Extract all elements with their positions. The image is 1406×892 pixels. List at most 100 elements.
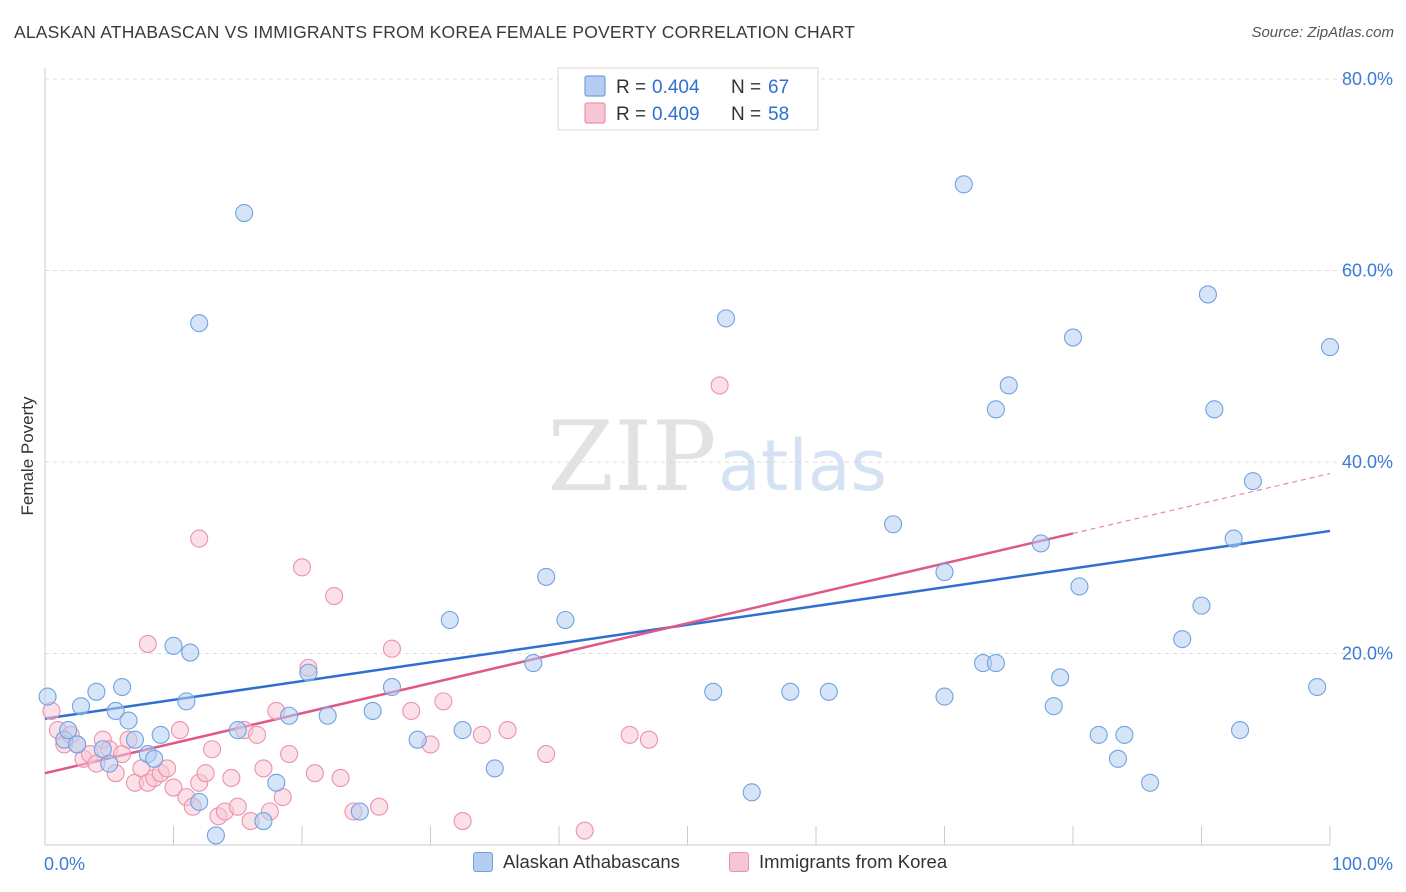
data-point-alaskan-athabascans [363,701,382,721]
legend-item-alaskan-athabascans[interactable]: Alaskan Athabascans [473,851,680,873]
data-point-immigrants-from-korea [402,701,421,721]
data-point-immigrants-from-korea [247,725,267,744]
data-point-alaskan-athabascans [1031,534,1050,553]
data-point-alaskan-athabascans [1192,596,1211,615]
x-tick-label: 100.0% [1332,854,1393,874]
data-point-alaskan-athabascans [151,725,170,744]
data-point-alaskan-athabascans [68,735,87,754]
legend-box: R = 0.404 N = 67 R = 0.409 N = 58 [557,67,819,131]
data-point-alaskan-athabascans [1308,677,1327,697]
data-point-alaskan-athabascans [119,711,138,730]
data-point-alaskan-athabascans [1205,400,1224,419]
data-point-alaskan-athabascans [453,721,472,740]
legend-n-label: N = [731,104,766,125]
data-point-immigrants-from-korea [190,529,209,548]
data-point-alaskan-athabascans [38,687,57,706]
data-point-alaskan-athabascans [318,706,337,725]
data-point-immigrants-from-korea [382,639,402,658]
data-point-alaskan-athabascans [1198,285,1217,304]
data-point-alaskan-athabascans [954,175,973,194]
data-point-alaskan-athabascans [206,826,225,845]
data-point-alaskan-athabascans [71,697,91,716]
data-point-alaskan-athabascans [280,706,299,725]
legend-r-label: R = [616,104,651,125]
watermark-zip: ZIP [547,401,716,513]
data-point-alaskan-athabascans [556,610,575,630]
axes [44,68,1331,846]
data-point-immigrants-from-korea [537,744,556,764]
y-tick-label: 80.0% [1342,69,1393,89]
data-point-alaskan-athabascans [1231,721,1250,740]
legend-n-value: 58 [768,104,789,125]
legend-label: Alaskan Athabascans [503,851,680,872]
data-point-alaskan-athabascans [524,654,543,673]
data-point-alaskan-athabascans [485,759,504,778]
trend-line [44,532,1074,775]
x-tick-label: 0.0% [44,854,85,874]
data-point-alaskan-athabascans [742,783,761,802]
data-point-alaskan-athabascans [177,692,196,711]
data-point-alaskan-athabascans [382,677,402,697]
data-points [38,175,1340,845]
data-point-alaskan-athabascans [935,687,954,706]
data-point-alaskan-athabascans [299,663,318,682]
data-point-alaskan-athabascans [999,376,1018,395]
data-point-alaskan-athabascans [1044,697,1063,716]
data-point-alaskan-athabascans [781,682,800,701]
data-point-alaskan-athabascans [537,567,556,586]
data-point-immigrants-from-korea [228,797,247,816]
data-point-immigrants-from-korea [222,768,241,788]
legend-swatch [729,852,749,872]
legend-n-value: 67 [768,77,789,98]
data-point-immigrants-from-korea [370,797,389,816]
data-point-alaskan-athabascans [267,773,286,792]
data-point-alaskan-athabascans [1051,668,1070,687]
data-point-immigrants-from-korea [203,740,222,759]
data-point-immigrants-from-korea [453,812,472,831]
data-point-alaskan-athabascans [1320,338,1340,357]
data-point-alaskan-athabascans [1089,725,1108,744]
data-point-alaskan-athabascans [1070,577,1089,596]
data-point-alaskan-athabascans [1115,725,1134,744]
legend-label: Immigrants from Korea [759,851,948,872]
data-point-immigrants-from-korea [325,586,344,606]
chart-title: ALASKAN ATHABASCAN VS IMMIGRANTS FROM KO… [14,22,856,42]
data-point-alaskan-athabascans [125,730,144,749]
data-point-alaskan-athabascans [819,682,838,701]
data-point-immigrants-from-korea [472,725,491,744]
data-point-alaskan-athabascans [235,204,254,223]
data-point-alaskan-athabascans [884,515,903,534]
legend-item-immigrants-from-korea[interactable]: Immigrants from Korea [729,851,947,873]
legend-r-value: 0.404 [652,77,700,98]
data-point-alaskan-athabascans [145,749,164,768]
data-point-immigrants-from-korea [280,744,299,764]
data-point-alaskan-athabascans [1141,773,1160,792]
y-tick-label: 20.0% [1342,644,1393,664]
data-point-alaskan-athabascans [1173,630,1192,649]
trend-line-extension [1072,472,1331,535]
data-point-immigrants-from-korea [639,730,659,749]
data-point-immigrants-from-korea [331,768,350,788]
data-point-immigrants-from-korea [292,558,312,577]
data-point-alaskan-athabascans [408,730,427,749]
data-point-immigrants-from-korea [170,721,189,740]
data-point-immigrants-from-korea [710,376,729,395]
series-legend: Alaskan Athabascans Immigrants from Kore… [0,851,1406,879]
data-point-alaskan-athabascans [986,654,1005,673]
legend-r-label: R = [616,77,651,98]
data-point-immigrants-from-korea [620,725,639,744]
data-point-alaskan-athabascans [190,314,209,333]
data-point-alaskan-athabascans [716,309,736,328]
data-point-immigrants-from-korea [138,634,157,653]
data-point-alaskan-athabascans [254,812,273,831]
data-point-alaskan-athabascans [100,754,119,773]
watermark-atlas: atlas [718,425,887,507]
legend-n-label: N = [731,77,766,98]
data-point-alaskan-athabascans [113,677,132,697]
data-point-alaskan-athabascans [59,721,78,740]
legend-swatch-blue [584,75,606,97]
grid-lines [45,78,1392,654]
data-point-immigrants-from-korea [158,759,177,778]
data-point-alaskan-athabascans [190,792,209,811]
